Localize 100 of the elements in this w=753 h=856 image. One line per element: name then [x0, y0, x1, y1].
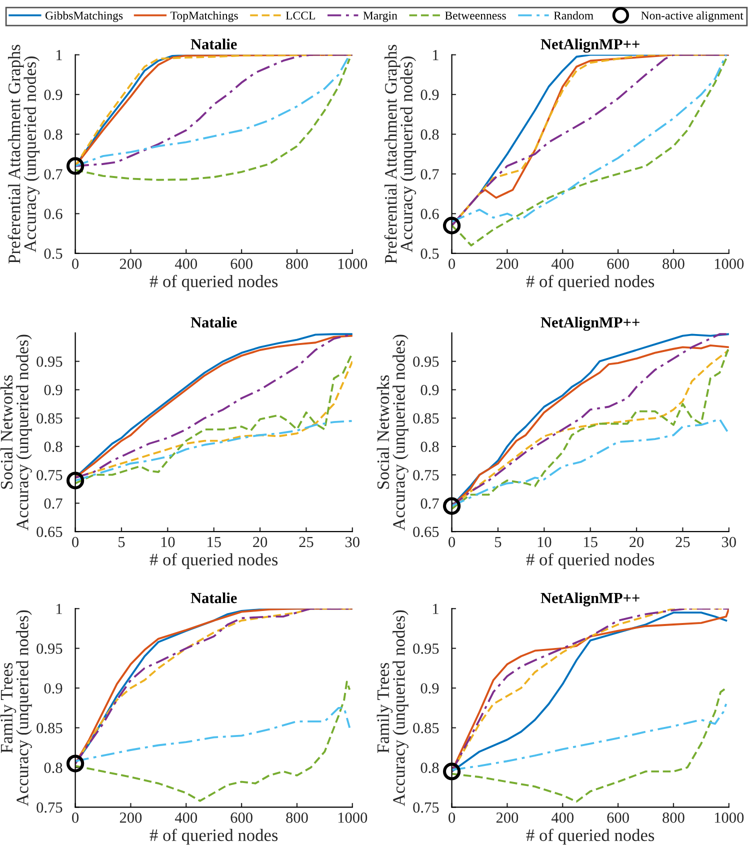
y-axis-title: Preferential Attachment Graphs Accuracy (unqueried nodes) — [384, 44, 416, 264]
x-tick-label: 600 — [230, 258, 252, 269]
x-tick-label: 15 — [584, 536, 598, 548]
y-tick-label: 0.7 — [44, 169, 62, 180]
x-tick-label: 400 — [551, 812, 574, 823]
x-tick-label: 200 — [120, 812, 142, 823]
y-axis-title: Social Networks Accuracy (unqueried nodes) — [376, 334, 408, 530]
x-tick-label: 0 — [448, 812, 456, 823]
legend-label: Betweenness — [445, 12, 506, 20]
y-tick-label: 0.7 — [420, 498, 439, 509]
y-tick-label: 0.7 — [44, 498, 62, 509]
y-tick-label: 1 — [433, 50, 438, 60]
y-tick-label: 0.9 — [420, 683, 439, 694]
x-tick-label: 30 — [345, 536, 360, 548]
y-tick-label: 0.75 — [413, 802, 439, 813]
y-tick-label: 0.85 — [36, 413, 62, 424]
y-axis-title: Social Networks Accuracy (unqueried nodes) — [0, 334, 32, 530]
x-tick-label: 400 — [174, 812, 198, 823]
y-tick-label: 0.6 — [420, 208, 439, 220]
x-tick-label: 200 — [496, 258, 518, 269]
legend-label: TopMatchings — [170, 11, 238, 22]
y-tick-label: 0.9 — [44, 384, 62, 396]
y-tick-label: 0.95 — [36, 643, 62, 654]
x-axis-title: # of queried nodes — [526, 828, 654, 845]
x-tick-label: 25 — [299, 536, 314, 548]
y-tick-label: 0.85 — [413, 722, 439, 734]
y-tick-label: 0.8 — [420, 762, 439, 774]
y-tick-label: 0.5 — [420, 248, 439, 259]
legend-label: Non-active alignment — [641, 11, 744, 22]
x-tick-label: 400 — [551, 258, 574, 269]
x-tick-label: 200 — [120, 258, 142, 269]
x-tick-label: 10 — [161, 536, 175, 548]
y-tick-label: 0.75 — [36, 470, 62, 480]
x-axis-title: # of queried nodes — [150, 828, 278, 845]
x-tick-label: 0 — [72, 258, 79, 269]
legend-label: Random — [554, 11, 594, 20]
y-tick-label: 1 — [433, 604, 438, 614]
y-tick-label: 0.8 — [44, 762, 62, 774]
x-tick-label: 15 — [208, 536, 221, 548]
y-tick-label: 0.9 — [44, 683, 62, 694]
chart-title: Natalie — [190, 592, 237, 604]
x-tick-label: 1000 — [714, 812, 744, 823]
legend-label: LCCL — [286, 12, 315, 20]
y-axis-title: Family Trees Accuracy (unqueried nodes) — [0, 610, 32, 806]
x-tick-label: 10 — [538, 536, 552, 548]
x-tick-label: 20 — [253, 536, 268, 548]
y-tick-label: 0.8 — [44, 442, 62, 452]
x-tick-label: 25 — [676, 536, 690, 548]
x-tick-label: 400 — [174, 258, 198, 269]
legend-label: GibbsMatchings — [46, 11, 123, 22]
chart-title: Natalie — [190, 316, 237, 328]
y-tick-label: 0.85 — [36, 722, 62, 734]
x-tick-label: 600 — [607, 258, 629, 269]
x-tick-label: 600 — [230, 812, 252, 823]
y-tick-label: 1 — [56, 604, 62, 614]
y-tick-label: 0.95 — [36, 356, 62, 367]
legend-label: Margin — [363, 12, 398, 22]
y-tick-label: 0.9 — [420, 90, 439, 100]
x-tick-label: 200 — [496, 812, 518, 823]
x-tick-label: 1000 — [714, 258, 744, 269]
x-tick-label: 1000 — [338, 812, 368, 823]
x-tick-label: 5 — [495, 537, 502, 548]
y-tick-label: 0.7 — [420, 169, 439, 180]
x-tick-label: 800 — [662, 258, 684, 269]
y-tick-label: 0.75 — [36, 802, 62, 813]
x-tick-label: 20 — [630, 536, 644, 548]
y-tick-label: 0.5 — [44, 248, 62, 259]
x-tick-label: 1000 — [338, 258, 368, 269]
x-tick-label: 800 — [662, 812, 684, 823]
chart-title: NetAlignMP++ — [540, 38, 640, 53]
y-tick-label: 0.95 — [413, 356, 439, 367]
x-axis-title: # of queried nodes — [150, 274, 278, 291]
x-tick-label: 5 — [118, 537, 125, 548]
x-tick-label: 800 — [286, 258, 308, 269]
x-tick-label: 0 — [72, 536, 79, 548]
x-axis-title: # of queried nodes — [526, 274, 654, 291]
y-tick-label: 0.65 — [413, 526, 439, 538]
y-axis-title: Family Trees Accuracy (unqueried nodes) — [376, 610, 408, 806]
y-axis-title: Preferential Attachment Graphs Accuracy (unqueried nodes) — [8, 44, 40, 264]
chart-title: NetAlignMP++ — [540, 316, 640, 331]
y-tick-label: 1 — [56, 50, 62, 60]
y-tick-label: 0.95 — [413, 643, 439, 654]
x-axis-title: # of queried nodes — [526, 553, 654, 569]
y-tick-label: 0.8 — [44, 129, 62, 140]
x-tick-label: 0 — [72, 812, 79, 823]
y-tick-label: 0.9 — [44, 90, 62, 100]
x-tick-label: 0 — [448, 536, 456, 548]
y-tick-label: 0.9 — [420, 384, 439, 396]
x-tick-label: 800 — [286, 812, 308, 823]
x-axis-title: # of queried nodes — [150, 553, 278, 569]
x-tick-label: 600 — [607, 812, 629, 823]
x-tick-label: 0 — [448, 258, 456, 269]
y-tick-label: 0.8 — [420, 129, 439, 140]
y-tick-label: 0.6 — [44, 208, 62, 220]
y-tick-label: 0.8 — [420, 442, 439, 452]
chart-title: NetAlignMP++ — [540, 592, 640, 606]
y-tick-label: 0.85 — [413, 413, 439, 424]
chart-title: Natalie — [190, 38, 237, 50]
y-tick-label: 0.75 — [413, 470, 439, 480]
y-tick-label: 0.65 — [36, 526, 62, 538]
